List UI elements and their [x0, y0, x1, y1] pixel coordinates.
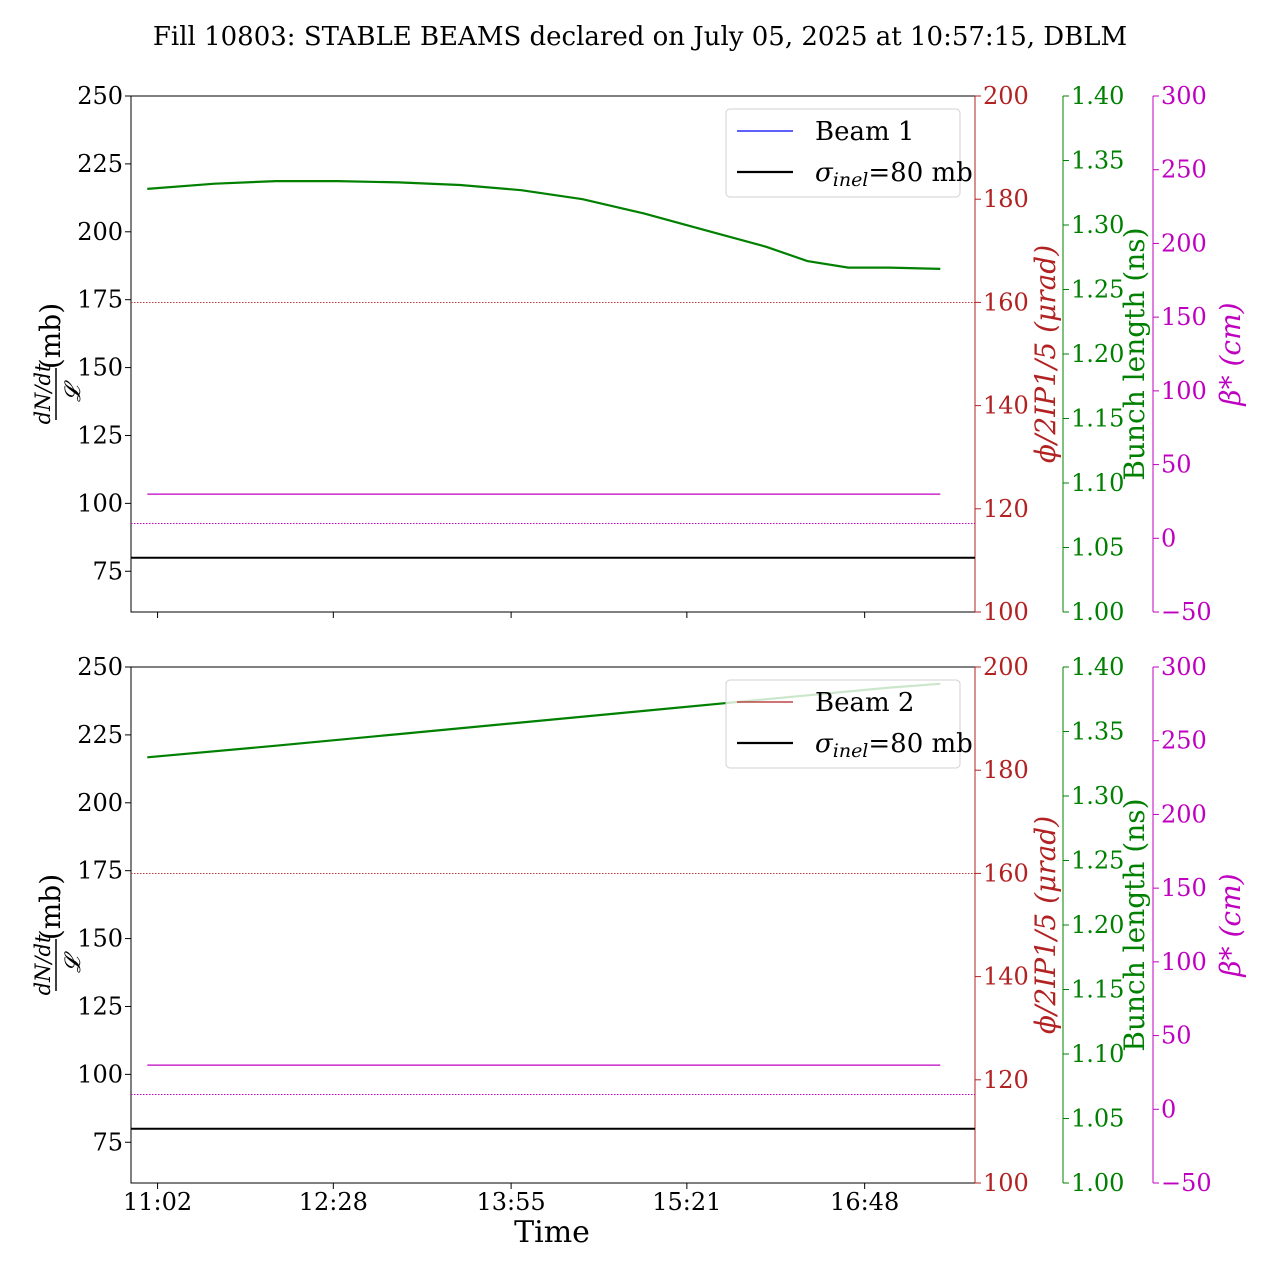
- phi-tick-label: 160: [983, 288, 1029, 316]
- chart-title: Fill 10803: STABLE BEAMS declared on Jul…: [153, 22, 1127, 52]
- left-tick-label: 100: [77, 489, 123, 517]
- phi-tick-label: 140: [983, 392, 1029, 420]
- beta-tick-label: 50: [1161, 1022, 1192, 1050]
- bunch-tick-label: 1.10: [1071, 469, 1124, 497]
- phi-tick-label: 200: [983, 82, 1029, 110]
- left-axis-label-unit: (mb): [34, 303, 67, 369]
- phi-tick-label: 160: [983, 859, 1029, 887]
- beta-tick-label: 100: [1161, 377, 1207, 405]
- bunch-tick-label: 1.00: [1071, 598, 1124, 626]
- x-tick-label: 16:48: [830, 1188, 899, 1216]
- phi-axis-label: ϕ/2IP1/5 (μrad): [1029, 245, 1062, 463]
- bunch-tick-label: 1.35: [1071, 718, 1124, 746]
- left-tick-label: 175: [77, 857, 123, 885]
- left-axis-label-num: dN/dt: [31, 934, 55, 995]
- beta-tick-label: 0: [1161, 524, 1176, 552]
- beta-tick-label: −50: [1161, 598, 1212, 626]
- beta-tick-label: 150: [1161, 303, 1207, 331]
- phi-tick-label: 200: [983, 653, 1029, 681]
- beta-tick-label: 50: [1161, 451, 1192, 479]
- panel-2: 75 100 125 150 175 200 225 250 dN/dt 𝓛 (mb) 100 120 1…: [31, 653, 1247, 1216]
- bunch-tick-label: 1.35: [1071, 147, 1124, 175]
- x-tick-label: 12:28: [299, 1188, 368, 1216]
- bunch-tick-label: 1.25: [1071, 847, 1124, 875]
- phi-tick-label: 180: [983, 185, 1029, 213]
- left-tick-label: 150: [77, 354, 123, 382]
- bunch-tick-label: 1.40: [1071, 82, 1124, 110]
- series-bunch-length: [147, 180, 941, 270]
- bunch-axis-label: Bunch length (ns): [1118, 227, 1151, 480]
- legend: Beam 2 σinel=80 mb: [725, 679, 973, 769]
- phi-tick-label: 100: [983, 1169, 1029, 1197]
- panel-1: 75 100 125 150 175 200 225 250 dN/dt 𝓛 (mb) 100 120 1…: [31, 82, 1247, 626]
- phi-tick-label: 100: [983, 598, 1029, 626]
- left-tick-label: 200: [77, 218, 123, 246]
- bunch-tick-label: 1.25: [1071, 276, 1124, 304]
- beta-tick-label: 200: [1161, 800, 1207, 828]
- bunch-tick-label: 1.20: [1071, 340, 1124, 368]
- x-axis-label: Time: [514, 1215, 590, 1250]
- left-tick-label: 100: [77, 1060, 123, 1088]
- bunch-tick-label: 1.10: [1071, 1040, 1124, 1068]
- bunch-tick-label: 1.15: [1071, 405, 1124, 433]
- bunch-tick-label: 1.20: [1071, 911, 1124, 939]
- x-tick-label: 13:55: [477, 1188, 546, 1216]
- beta-tick-label: 150: [1161, 874, 1207, 902]
- beta-tick-label: 200: [1161, 229, 1207, 257]
- phi-tick-label: 140: [983, 963, 1029, 991]
- left-axis-label-den: 𝓛: [61, 380, 86, 402]
- x-tick-label: 11:02: [123, 1188, 192, 1216]
- legend-label-sigma: σinel=80 mb: [815, 158, 973, 191]
- bunch-tick-label: 1.40: [1071, 653, 1124, 681]
- left-axis-label-den: 𝓛: [61, 951, 86, 973]
- legend-label-beam: Beam 1: [815, 117, 914, 147]
- left-tick-label: 125: [77, 992, 123, 1020]
- left-tick-label: 150: [77, 925, 123, 953]
- x-tick-label: 15:21: [652, 1188, 721, 1216]
- beta-tick-label: −50: [1161, 1169, 1212, 1197]
- bunch-axis-label: Bunch length (ns): [1118, 798, 1151, 1051]
- left-tick-label: 75: [92, 1128, 123, 1156]
- beta-tick-label: 0: [1161, 1095, 1176, 1123]
- phi-tick-label: 120: [983, 1066, 1029, 1094]
- left-tick-label: 250: [77, 653, 123, 681]
- bunch-tick-label: 1.05: [1071, 534, 1124, 562]
- left-tick-label: 75: [92, 557, 123, 585]
- beta-axis-label: β* (cm): [1214, 873, 1247, 977]
- beta-tick-label: 300: [1161, 82, 1207, 110]
- legend-label-sigma: σinel=80 mb: [815, 729, 973, 762]
- beta-tick-label: 250: [1161, 156, 1207, 184]
- bunch-tick-label: 1.00: [1071, 1169, 1124, 1197]
- left-tick-label: 250: [77, 82, 123, 110]
- left-axis-label-unit: (mb): [34, 874, 67, 940]
- beta-tick-label: 100: [1161, 948, 1207, 976]
- bunch-tick-label: 1.30: [1071, 782, 1124, 810]
- left-tick-label: 175: [77, 286, 123, 314]
- left-tick-label: 225: [77, 721, 123, 749]
- legend-label-beam: Beam 2: [815, 688, 914, 718]
- bunch-tick-label: 1.30: [1071, 211, 1124, 239]
- bunch-tick-label: 1.05: [1071, 1105, 1124, 1133]
- legend: Beam 1 σinel=80 mb: [725, 108, 973, 198]
- beta-axis-label: β* (cm): [1214, 302, 1247, 406]
- beta-tick-label: 250: [1161, 727, 1207, 755]
- left-axis-label-num: dN/dt: [31, 363, 55, 424]
- left-tick-label: 200: [77, 789, 123, 817]
- beta-tick-label: 300: [1161, 653, 1207, 681]
- bunch-tick-label: 1.15: [1071, 976, 1124, 1004]
- phi-tick-label: 120: [983, 495, 1029, 523]
- phi-axis-label: ϕ/2IP1/5 (μrad): [1029, 816, 1062, 1034]
- left-tick-label: 225: [77, 150, 123, 178]
- left-tick-label: 125: [77, 421, 123, 449]
- phi-tick-label: 180: [983, 756, 1029, 784]
